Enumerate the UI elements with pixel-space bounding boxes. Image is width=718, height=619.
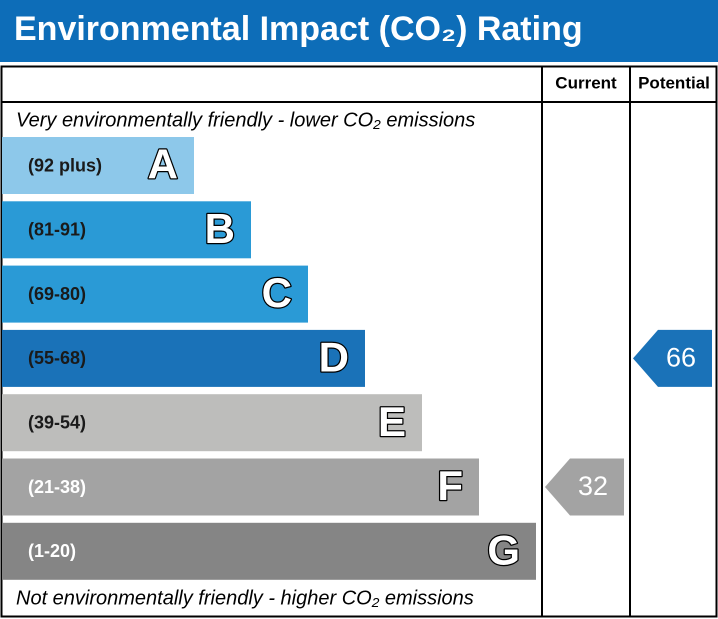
table-border (0, 65, 718, 618)
band-range: (69-80) (28, 284, 86, 304)
band (2, 265, 308, 323)
band-range: (21-38) (28, 477, 86, 497)
bottom-note: Not environmentally friendly - higher CO… (16, 587, 474, 609)
band (2, 522, 536, 580)
band-range: (39-54) (28, 412, 86, 432)
potential-value: 66 (666, 343, 696, 373)
band-letter: G (487, 526, 520, 573)
band-letter: E (378, 398, 406, 445)
band (2, 394, 422, 452)
band (2, 201, 251, 259)
band (2, 458, 479, 516)
column-header: Potential (638, 73, 710, 92)
band-letter: A (148, 141, 178, 188)
band-range: (55-68) (28, 348, 86, 368)
current-arrow (545, 458, 624, 516)
chart-title: Environmental Impact (CO₂) Rating (14, 10, 583, 48)
band-letter: C (262, 269, 292, 316)
column-header: Current (555, 73, 617, 92)
current-value: 32 (578, 471, 608, 501)
band-range: (1-20) (28, 541, 76, 561)
band-range: (92 plus) (28, 155, 102, 175)
band (2, 329, 365, 387)
band-range: (81-91) (28, 220, 86, 240)
title-bar (0, 0, 718, 62)
band (2, 137, 194, 194)
top-note: Very environmentally friendly - lower CO… (16, 109, 475, 131)
band-letter: B (205, 205, 235, 252)
band-letter: D (319, 333, 349, 380)
potential-arrow (633, 329, 712, 387)
band-letter: F (437, 462, 463, 509)
